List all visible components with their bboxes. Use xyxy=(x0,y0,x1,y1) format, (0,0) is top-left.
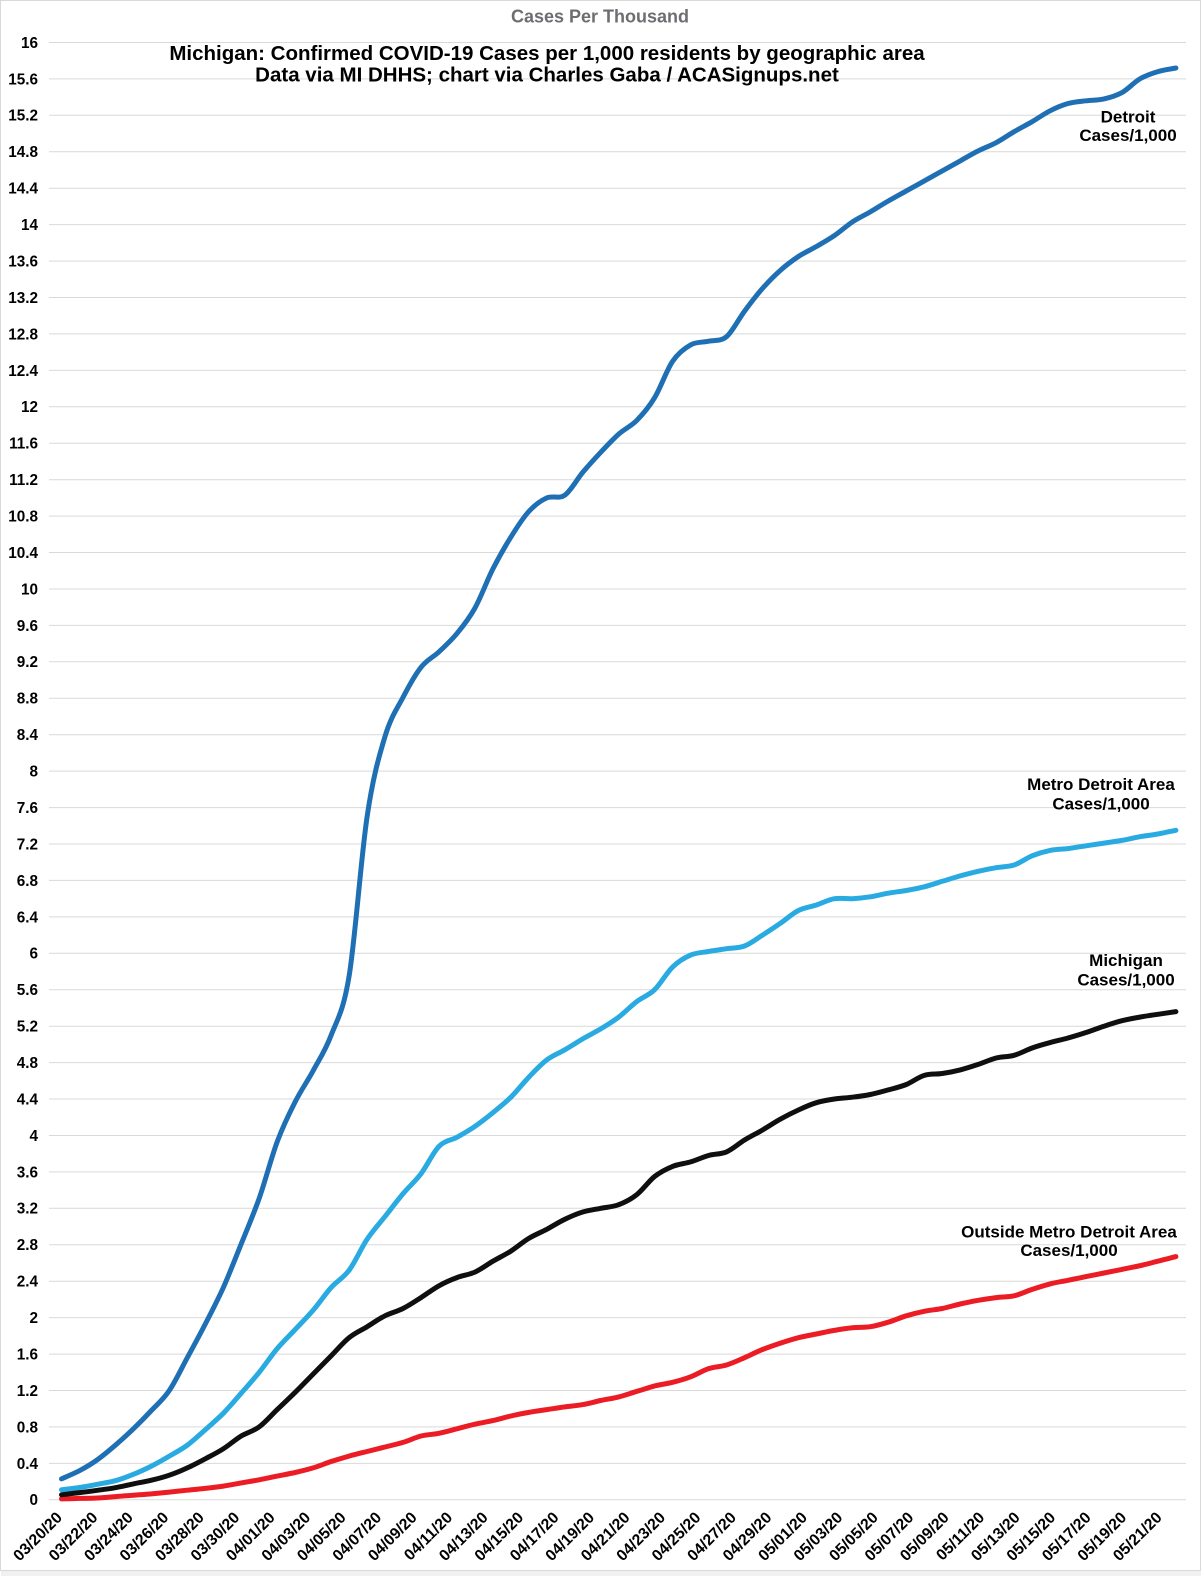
svg-text:15.6: 15.6 xyxy=(8,71,38,88)
svg-text:10.4: 10.4 xyxy=(8,545,38,562)
svg-text:8.8: 8.8 xyxy=(17,691,39,708)
svg-text:12: 12 xyxy=(21,399,38,416)
svg-text:16: 16 xyxy=(21,35,38,52)
svg-text:12.8: 12.8 xyxy=(8,326,38,343)
svg-text:2.4: 2.4 xyxy=(17,1274,39,1291)
svg-text:13.6: 13.6 xyxy=(8,254,38,271)
svg-text:Data via MI DHHS; chart via Ch: Data via MI DHHS; chart via Charles Gaba… xyxy=(255,64,839,87)
svg-text:6.4: 6.4 xyxy=(17,909,39,926)
svg-text:9.6: 9.6 xyxy=(17,618,38,635)
svg-text:12.4: 12.4 xyxy=(8,363,38,380)
svg-text:13.2: 13.2 xyxy=(8,290,38,307)
svg-text:5.6: 5.6 xyxy=(17,982,38,999)
svg-text:8.4: 8.4 xyxy=(17,727,39,744)
svg-text:11.6: 11.6 xyxy=(9,436,38,453)
svg-text:2: 2 xyxy=(29,1310,38,1327)
svg-text:Outside Metro Detroit Area: Outside Metro Detroit Area xyxy=(961,1223,1177,1242)
svg-text:4.4: 4.4 xyxy=(17,1091,39,1108)
svg-text:0: 0 xyxy=(29,1492,38,1509)
svg-text:10: 10 xyxy=(21,581,38,598)
svg-text:10.8: 10.8 xyxy=(8,509,38,526)
svg-text:Metro Detroit Area: Metro Detroit Area xyxy=(1027,775,1175,794)
svg-text:Cases/1,000: Cases/1,000 xyxy=(1079,126,1176,145)
svg-text:3.6: 3.6 xyxy=(17,1164,38,1181)
svg-text:8: 8 xyxy=(29,764,38,781)
svg-text:1.2: 1.2 xyxy=(17,1383,38,1400)
svg-text:0.8: 0.8 xyxy=(17,1419,39,1436)
svg-text:Cases Per Thousand: Cases Per Thousand xyxy=(511,7,689,27)
svg-text:6.8: 6.8 xyxy=(17,873,39,890)
svg-text:6: 6 xyxy=(29,946,38,963)
svg-text:Michigan: Confirmed COVID-19 C: Michigan: Confirmed COVID-19 Cases per 1… xyxy=(169,42,925,65)
svg-text:4: 4 xyxy=(29,1128,38,1145)
svg-text:14.4: 14.4 xyxy=(8,181,38,198)
svg-text:14: 14 xyxy=(21,217,39,234)
svg-text:1.6: 1.6 xyxy=(17,1347,38,1364)
svg-text:15.2: 15.2 xyxy=(8,108,38,125)
svg-text:Michigan: Michigan xyxy=(1089,951,1163,970)
svg-text:14.8: 14.8 xyxy=(8,144,38,161)
svg-text:2.8: 2.8 xyxy=(17,1237,39,1254)
svg-text:Cases/1,000: Cases/1,000 xyxy=(1077,971,1174,990)
svg-text:Cases/1,000: Cases/1,000 xyxy=(1052,795,1149,814)
svg-text:9.2: 9.2 xyxy=(17,654,38,671)
svg-text:Detroit: Detroit xyxy=(1101,108,1156,127)
svg-text:11.2: 11.2 xyxy=(9,472,38,489)
svg-text:Cases/1,000: Cases/1,000 xyxy=(1020,1241,1117,1260)
svg-text:7.2: 7.2 xyxy=(17,836,38,853)
svg-text:5.2: 5.2 xyxy=(17,1019,38,1036)
svg-text:3.2: 3.2 xyxy=(17,1201,38,1218)
svg-text:7.6: 7.6 xyxy=(17,800,38,817)
svg-text:4.8: 4.8 xyxy=(17,1055,39,1072)
svg-text:0.4: 0.4 xyxy=(17,1456,39,1473)
